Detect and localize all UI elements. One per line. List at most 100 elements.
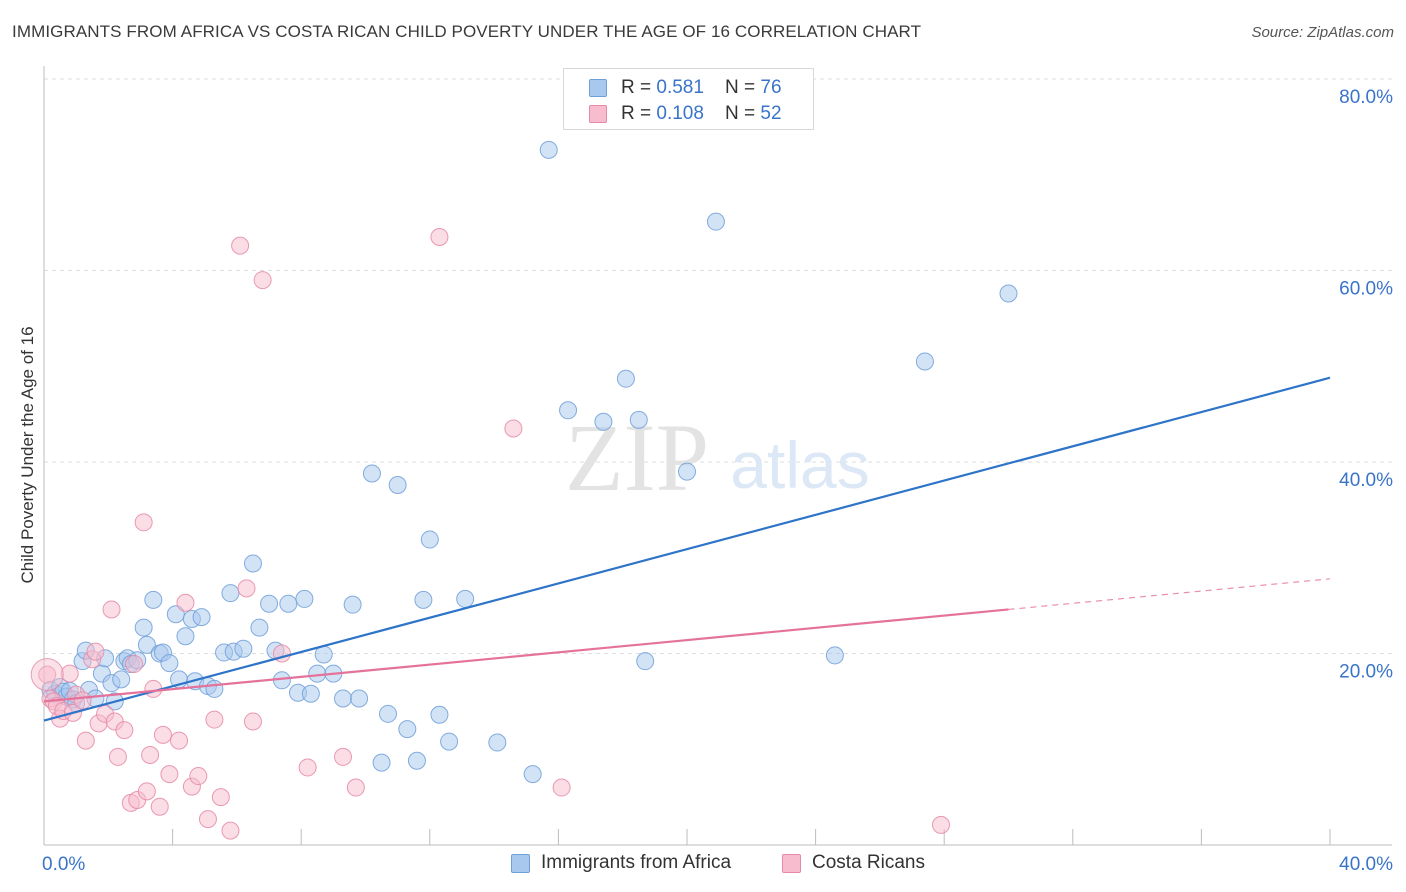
costa-rica-point (160, 765, 179, 784)
watermark-atlas: atlas (730, 428, 869, 502)
costa-rica-point (170, 731, 189, 750)
africa-point (260, 594, 279, 613)
chart-title: IMMIGRANTS FROM AFRICA VS COSTA RICAN CH… (12, 22, 922, 41)
africa-point (706, 212, 725, 231)
costa-rica-point (231, 236, 250, 255)
africa-point (440, 732, 459, 751)
costa-rica-n-label: N = (725, 103, 761, 124)
x-tick-label: 0.0% (42, 854, 85, 875)
africa-point (559, 401, 578, 420)
africa-point (250, 618, 269, 637)
costa-rica-point (211, 788, 230, 807)
africa-point (379, 704, 398, 723)
africa-point (243, 554, 262, 573)
africa-point (915, 352, 934, 371)
costa-rica-point (552, 778, 571, 797)
africa-point (350, 689, 369, 708)
africa-r-value: 0.581 (656, 77, 704, 98)
legend-costa-rica-label: Costa Ricans (812, 852, 925, 873)
costa-rica-point (86, 642, 105, 661)
legend-costa-rica-swatch (782, 854, 801, 873)
costa-rica-swatch (589, 105, 607, 123)
africa-point (192, 608, 211, 627)
costa-rica-point (141, 745, 160, 764)
costa-rica-point (346, 778, 365, 797)
costa-rica-point (333, 747, 352, 766)
africa-point (388, 475, 407, 494)
legend-africa-label: Immigrants from Africa (541, 852, 732, 873)
africa-point (221, 584, 240, 603)
africa-point (825, 646, 844, 665)
costa-rica-point (102, 600, 121, 619)
africa-point (414, 590, 433, 609)
costa-rica-point (115, 721, 134, 740)
africa-n-label: N = (725, 77, 761, 98)
costa-rica-point (298, 758, 317, 777)
stats-legend: R = 0.581 N = 76 R = 0.108 N = 52 (563, 68, 814, 130)
chart-source: Source: ZipAtlas.com (1251, 24, 1394, 41)
africa-point (398, 720, 417, 739)
y-tick-label: 40.0% (1339, 470, 1393, 491)
y-tick-label: 20.0% (1339, 662, 1393, 683)
africa-point (420, 530, 439, 549)
costa-rica-point (76, 731, 95, 750)
africa-point (134, 618, 153, 637)
africa-point (407, 751, 426, 770)
africa-point (539, 140, 558, 159)
africa-point (234, 639, 253, 658)
costa-rica-point (134, 513, 153, 532)
africa-point (616, 369, 635, 388)
africa-swatch (589, 79, 607, 97)
costa-rica-point (237, 579, 256, 598)
costa-rica-point (205, 710, 224, 729)
costa-rica-point (243, 712, 262, 731)
costa-rica-point (189, 767, 208, 786)
africa-point (137, 635, 156, 654)
costa-rica-trend-line-extension (1008, 578, 1331, 611)
costa-rica-point (504, 419, 523, 438)
africa-point (362, 464, 381, 483)
africa-point (678, 462, 696, 481)
costa-rica-point (153, 725, 172, 744)
costa-rica-n-value: 52 (760, 103, 782, 124)
africa-point (295, 589, 314, 608)
africa-point (343, 595, 362, 614)
legend-africa-swatch (511, 854, 530, 873)
africa-point (629, 410, 648, 429)
africa-point (308, 664, 327, 683)
africa-point (456, 589, 475, 608)
costa-rica-point (73, 691, 92, 710)
africa-point (372, 753, 391, 772)
costa-rica-point (430, 227, 449, 246)
costa-rica-point (125, 655, 144, 674)
costa-rica-point (150, 797, 169, 816)
trend-lines (43, 376, 1331, 722)
africa-point (430, 705, 449, 724)
axes (43, 66, 1392, 846)
africa-point (301, 684, 320, 703)
costa-rica-point (176, 593, 195, 612)
costa-rica-trend-line (43, 608, 1009, 703)
africa-point (279, 594, 298, 613)
costa-rica-point (198, 810, 217, 829)
africa-point (205, 679, 224, 698)
costa-rica-point (60, 664, 79, 683)
x-tick-label: 40.0% (1339, 854, 1393, 875)
costa-rica-point-large (30, 658, 64, 692)
africa-point (488, 733, 507, 752)
africa-point (594, 412, 613, 431)
africa-point (176, 627, 195, 646)
africa-point (333, 689, 352, 708)
y-tick-label: 80.0% (1339, 87, 1393, 108)
y-tick-label: 60.0% (1339, 279, 1393, 300)
africa-point (523, 765, 542, 784)
africa-n-value: 76 (760, 77, 782, 98)
africa-point (636, 652, 655, 671)
costa-rica-point (253, 271, 272, 290)
africa-point (160, 654, 179, 673)
costa-rica-r-value: 0.108 (656, 103, 704, 124)
tick-labels: 20.0% 40.0% 60.0% 80.0% 0.0% 40.0% (42, 87, 1393, 875)
y-axis-label: Child Poverty Under the Age of 16 (18, 326, 37, 584)
costa-rica-point (137, 782, 156, 801)
africa-r-label: R = (621, 77, 657, 98)
